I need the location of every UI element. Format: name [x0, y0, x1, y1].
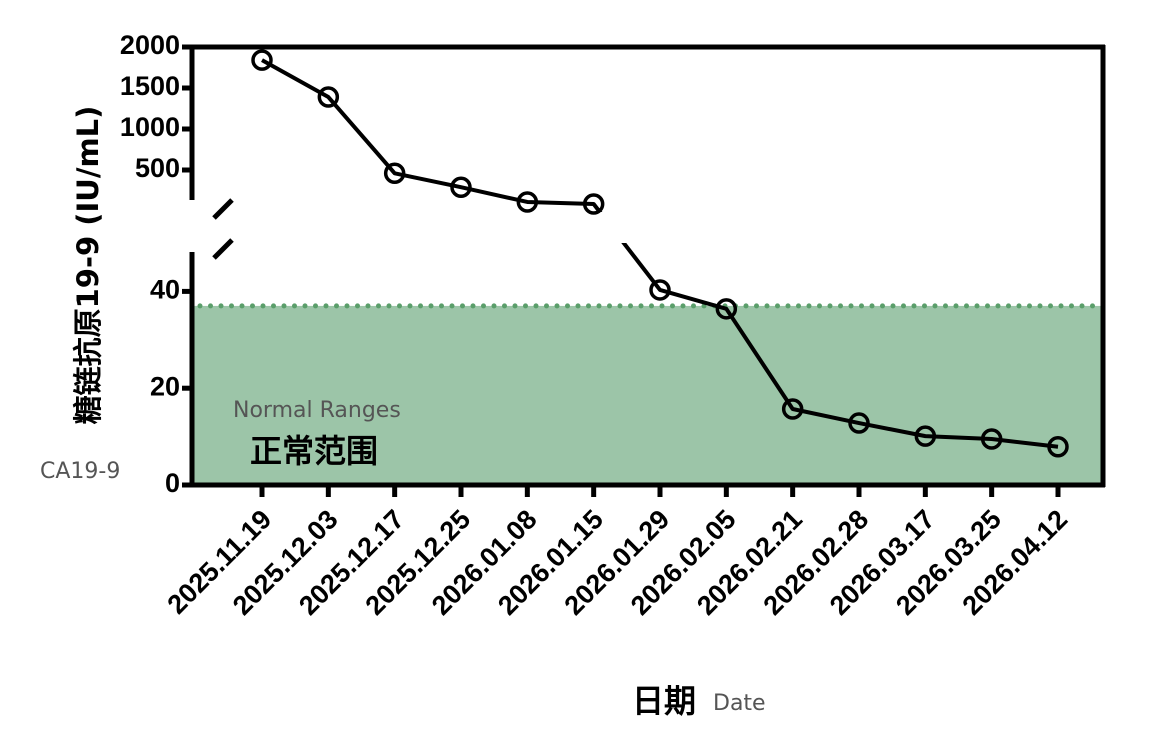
- data-point: [383, 162, 406, 185]
- data-point: [848, 412, 870, 434]
- y-axis-title: 糖链抗原19-9 (IU/mL): [71, 106, 105, 425]
- data-point: [317, 86, 340, 108]
- y-tick-label: 40: [150, 275, 180, 305]
- y-axis-title-en: CA19-9: [40, 459, 120, 484]
- data-point: [582, 193, 605, 215]
- data-point: [649, 279, 671, 301]
- data-point: [914, 425, 937, 447]
- y-tick-label: 1000: [120, 112, 180, 142]
- data-point: [781, 398, 804, 420]
- data-point: [715, 298, 738, 320]
- y-tick-label: 500: [135, 153, 180, 183]
- y-tick-label: 1500: [120, 71, 180, 101]
- axis-break-mark: [212, 198, 234, 220]
- data-point: [1047, 436, 1069, 458]
- x-axis-title: 日期: [632, 682, 696, 720]
- y-tick-label: 0: [165, 468, 180, 498]
- axis-break-mark: [212, 238, 234, 260]
- x-axis-title-en: Date: [713, 691, 766, 716]
- normal-range-label: 正常范围: [250, 432, 378, 470]
- data-point: [450, 176, 472, 198]
- data-point: [251, 49, 273, 71]
- normal-range-label-en: Normal Ranges: [233, 398, 401, 423]
- axis-break-gap: [195, 212, 1100, 243]
- data-point: [516, 191, 539, 213]
- y-tick-label: 20: [150, 371, 180, 401]
- data-point: [980, 428, 1003, 450]
- data-line: [261, 58, 1059, 449]
- normal-range-band: [192, 305, 1103, 485]
- y-tick-label: 2000: [120, 30, 180, 60]
